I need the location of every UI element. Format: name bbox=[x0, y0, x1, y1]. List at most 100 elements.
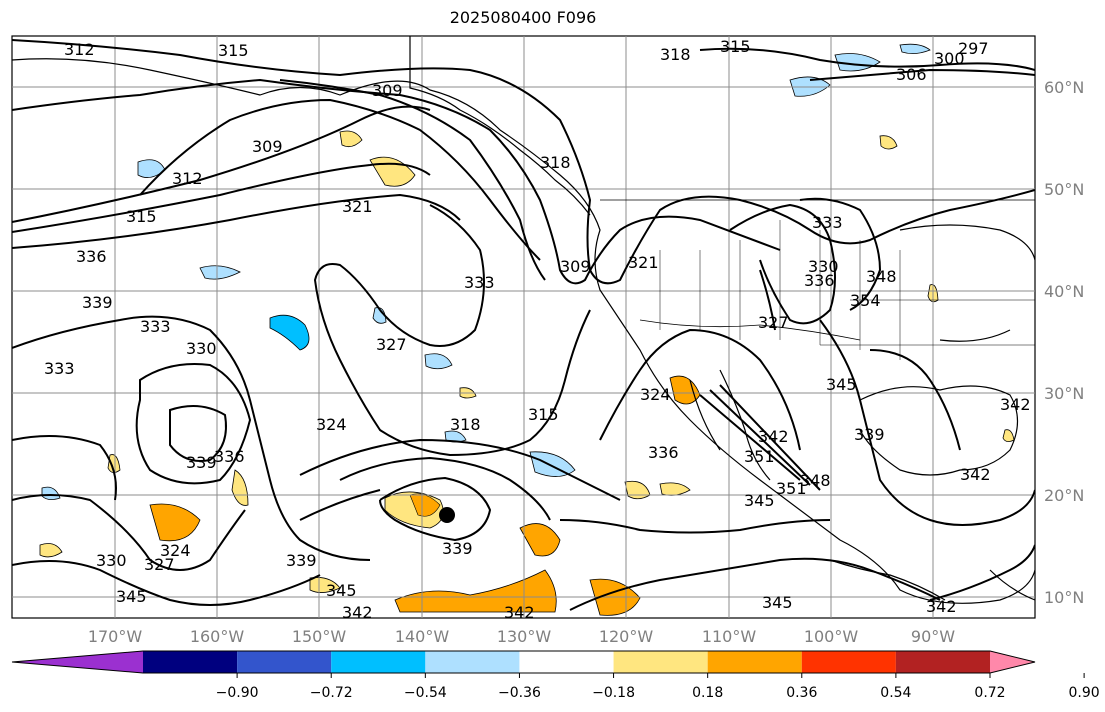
lon-label: 150°W bbox=[292, 627, 347, 646]
contour-label: 345 bbox=[116, 587, 147, 606]
contour-label: 309 bbox=[372, 81, 403, 100]
map-title: 2025080400 F096 bbox=[449, 8, 597, 27]
contour-label: 351 bbox=[744, 447, 775, 466]
contour-label: 345 bbox=[762, 593, 793, 612]
contour-label: 318 bbox=[660, 45, 691, 64]
contour-label: 345 bbox=[326, 581, 357, 600]
contour-label: 315 bbox=[126, 207, 157, 226]
longitude-labels: 170°W 160°W 150°W 140°W 130°W 120°W 110°… bbox=[88, 627, 955, 646]
colorbar-segment bbox=[425, 651, 520, 673]
contour-label: 342 bbox=[926, 597, 957, 616]
lat-label: 20°N bbox=[1044, 486, 1084, 505]
contour-label: 336 bbox=[648, 443, 679, 462]
coastlines bbox=[12, 36, 1035, 604]
contour-label: 327 bbox=[758, 313, 789, 332]
contour-label: 342 bbox=[960, 465, 991, 484]
colorbar-segment bbox=[519, 651, 614, 673]
colorbar-segment bbox=[895, 651, 990, 673]
colorbar-tick-label: −0.72 bbox=[310, 685, 353, 701]
contour-label: 315 bbox=[528, 405, 559, 424]
colorbar-extend-max bbox=[990, 651, 1035, 673]
contour-label: 342 bbox=[758, 427, 789, 446]
lon-label: 100°W bbox=[804, 627, 859, 646]
colorbar-tick-label: −0.54 bbox=[404, 685, 447, 701]
colorbar-tick-label: −0.90 bbox=[216, 685, 259, 701]
contour-label: 351 bbox=[776, 479, 807, 498]
lon-label: 90°W bbox=[911, 627, 955, 646]
contour-label: 309 bbox=[560, 257, 591, 276]
contour-label: 342 bbox=[1000, 395, 1031, 414]
contour-label: 300 bbox=[934, 49, 965, 68]
contour-labels: 312 315 318 315 297 300 309 306 312 309 … bbox=[44, 37, 1031, 622]
contour-label: 339 bbox=[854, 425, 885, 444]
colorbar-tick-label: −0.36 bbox=[498, 685, 541, 701]
contour-label: 336 bbox=[214, 447, 245, 466]
colorbar-tick-label: 0.72 bbox=[974, 685, 1005, 701]
lon-label: 130°W bbox=[497, 627, 552, 646]
contour-label: 333 bbox=[140, 317, 171, 336]
graticule bbox=[12, 36, 1035, 618]
contour-label: 333 bbox=[44, 359, 75, 378]
contour-label: 339 bbox=[186, 453, 217, 472]
contour-label: 312 bbox=[172, 169, 203, 188]
contour-label: 318 bbox=[450, 415, 481, 434]
contour-label: 327 bbox=[376, 335, 407, 354]
lon-label: 160°W bbox=[190, 627, 245, 646]
colorbar-tick-label: 0.18 bbox=[692, 685, 723, 701]
contour-label: 318 bbox=[540, 153, 571, 172]
lat-label: 10°N bbox=[1044, 588, 1084, 607]
colorbar-tick-label: −0.18 bbox=[592, 685, 635, 701]
lon-label: 120°W bbox=[599, 627, 654, 646]
contour-label: 342 bbox=[342, 603, 373, 622]
contour-label: 336 bbox=[76, 247, 107, 266]
contour-label: 348 bbox=[866, 267, 897, 286]
colorbar: −0.90 −0.72 −0.54 −0.36 −0.18 0.18 0.36 0.54 0.7… bbox=[11, 650, 1100, 701]
contour-label: 321 bbox=[342, 197, 373, 216]
colorbar-extend-min bbox=[12, 651, 143, 673]
colorbar-tick-label: 0.90 bbox=[1069, 685, 1100, 701]
contour-label: 354 bbox=[850, 291, 881, 310]
contour-label: 321 bbox=[628, 253, 659, 272]
contour-label: 312 bbox=[64, 40, 95, 59]
contour-label: 342 bbox=[504, 603, 535, 622]
colorbar-segment bbox=[143, 651, 238, 673]
contour-label: 339 bbox=[442, 539, 473, 558]
colorbar-outline bbox=[11, 650, 1036, 674]
lon-label: 140°W bbox=[395, 627, 450, 646]
colorbar-segment bbox=[331, 651, 426, 673]
contour-label: 330 bbox=[186, 339, 217, 358]
lat-label: 60°N bbox=[1044, 78, 1084, 97]
storm-center-marker bbox=[439, 507, 455, 523]
contour-label: 330 bbox=[96, 551, 127, 570]
colorbar-tick-label: 0.54 bbox=[880, 685, 911, 701]
colorbar-segment bbox=[707, 651, 802, 673]
contour-label: 324 bbox=[160, 541, 191, 560]
lat-label: 50°N bbox=[1044, 180, 1084, 199]
contour-label: 339 bbox=[286, 551, 317, 570]
lat-label: 30°N bbox=[1044, 384, 1084, 403]
colorbar-segment bbox=[613, 651, 708, 673]
lon-label: 170°W bbox=[88, 627, 143, 646]
contour-label: 315 bbox=[218, 41, 249, 60]
contour-label: 315 bbox=[720, 37, 751, 56]
contour-label: 309 bbox=[252, 137, 283, 156]
contours bbox=[12, 39, 1035, 611]
colorbar-tick-label: 0.36 bbox=[786, 685, 817, 701]
lon-label: 110°W bbox=[702, 627, 757, 646]
contour-label: 336 bbox=[804, 271, 835, 290]
colorbar-segment bbox=[801, 651, 896, 673]
contour-label: 324 bbox=[316, 415, 347, 434]
contour-label: 330 bbox=[808, 257, 839, 276]
contour-label: 306 bbox=[896, 65, 927, 84]
contour-label: 327 bbox=[144, 555, 175, 574]
negative-shading bbox=[41, 43, 931, 500]
contour-label: 348 bbox=[800, 471, 831, 490]
latitude-labels: 60°N 50°N 40°N 30°N 20°N 10°N bbox=[1044, 78, 1084, 607]
lat-label: 40°N bbox=[1044, 282, 1084, 301]
contour-label: 345 bbox=[744, 491, 775, 510]
contour-label: 339 bbox=[82, 293, 113, 312]
colorbar-segment bbox=[237, 651, 332, 673]
contour-label: 345 bbox=[826, 375, 857, 394]
contour-label: 333 bbox=[464, 273, 495, 292]
